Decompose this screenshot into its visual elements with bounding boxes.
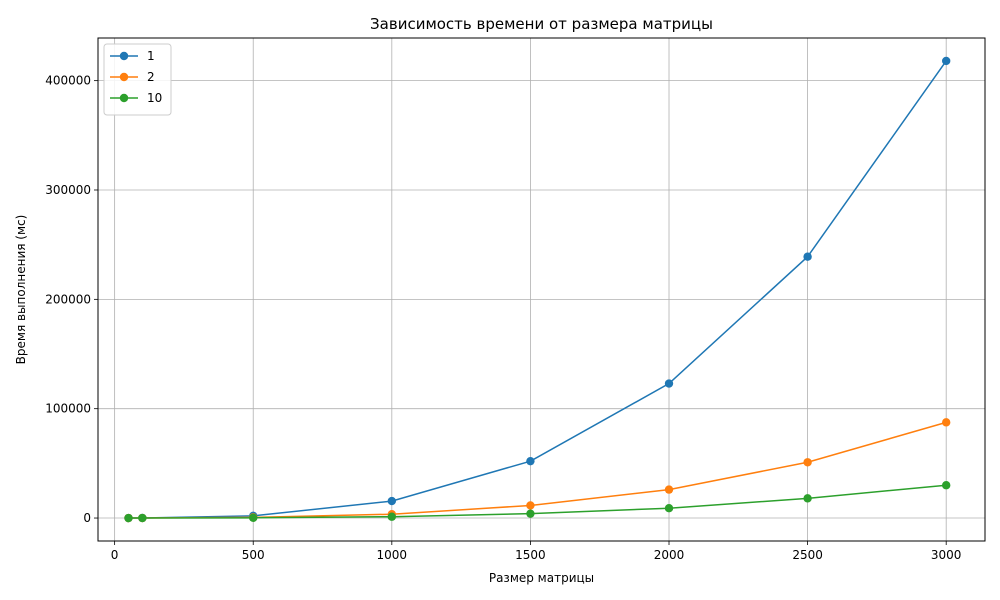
data-point [803, 458, 812, 467]
legend-label: 1 [147, 49, 155, 63]
x-tick-label: 3000 [931, 548, 962, 562]
legend-entry: 1 [110, 49, 155, 63]
chart-title: Зависимость времени от размера матрицы [370, 15, 713, 33]
data-point [664, 485, 674, 494]
legend-entry: 2 [110, 70, 155, 84]
legend-marker [119, 93, 129, 103]
data-point [664, 379, 674, 388]
data-point [124, 513, 133, 523]
legend-label: 2 [147, 70, 155, 84]
series-1 [124, 56, 951, 523]
series-2 [124, 418, 951, 523]
y-tick-label: 400000 [45, 74, 91, 88]
x-tick-label: 1500 [515, 548, 546, 562]
legend-marker [119, 51, 129, 61]
data-point [387, 496, 397, 506]
data-point [941, 481, 951, 490]
series-line [128, 60, 947, 519]
data-point [941, 418, 951, 427]
x-tick-label: 0 [111, 548, 119, 562]
data-point [941, 56, 951, 66]
series-10 [124, 481, 951, 523]
y-tick-label: 100000 [45, 402, 91, 416]
data-point [526, 456, 535, 466]
y-tick-label: 200000 [45, 292, 91, 306]
ticks: 0 500 1000 1500 2000 2500 3000 0 100000 200000 300… [45, 74, 961, 562]
series-line [128, 484, 947, 519]
data-point [138, 513, 147, 523]
data-point [526, 501, 535, 510]
x-axis-label: Размер матрицы [489, 571, 594, 585]
y-tick-label: 300000 [45, 183, 91, 197]
x-tick-label: 2000 [654, 548, 685, 562]
grid [98, 38, 985, 541]
data-point [803, 494, 812, 503]
data-point [249, 513, 258, 523]
plot-frame [97, 37, 986, 542]
series-layer [124, 56, 951, 523]
data-point [664, 503, 674, 513]
legend-marker [119, 72, 129, 82]
y-axis-label: Время выполнения (мс) [14, 215, 28, 365]
data-point [526, 509, 535, 518]
legend: 1 2 10 [103, 43, 172, 116]
legend-label: 10 [147, 91, 162, 105]
y-tick-label: 0 [83, 511, 91, 525]
x-tick-label: 2500 [792, 548, 823, 562]
x-tick-label: 1000 [377, 548, 408, 562]
data-point [387, 512, 397, 521]
x-tick-label: 500 [242, 548, 265, 562]
data-point [803, 252, 812, 261]
series-line [128, 421, 947, 519]
legend-entry: 10 [110, 91, 162, 105]
